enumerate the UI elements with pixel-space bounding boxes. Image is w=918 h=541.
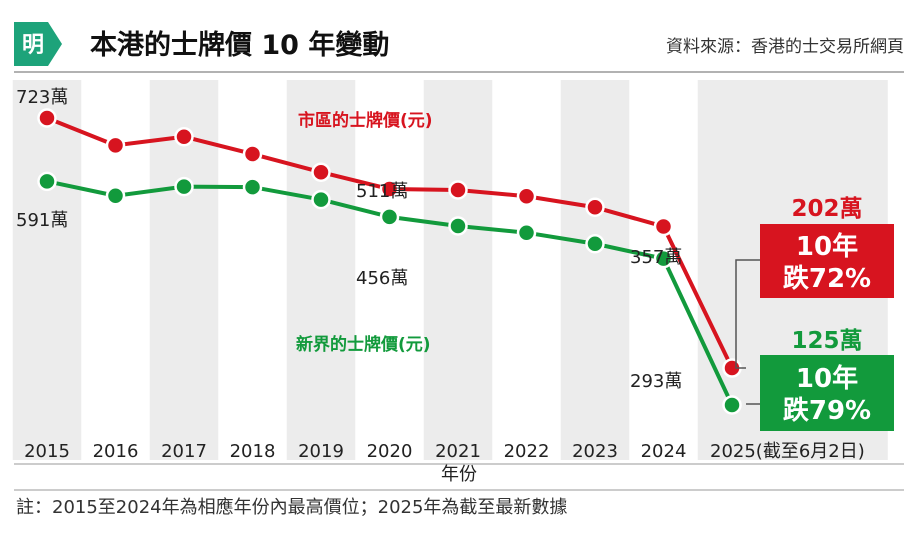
x-tick-1: 2016 [93,441,139,462]
callout-urban: 202萬 10年 跌72% [735,196,894,369]
series-label-urban: 市區的士牌價(元) [298,110,433,131]
x-tick-2: 2017 [161,441,207,462]
value-labels: 723萬 591萬 511萬 456萬 357萬 293萬 [16,87,682,392]
series-0-point-4 [311,162,331,182]
logo-icon [14,22,62,66]
x-tick-8: 2023 [572,441,618,462]
x-tick-10: 2025(截至6月2日) [710,441,865,462]
series-0-point-2 [174,126,194,147]
x-tick-3: 2018 [230,441,276,462]
series-0-point-8 [585,197,605,218]
series-0-point-6 [448,180,468,200]
x-tick-7: 2022 [504,441,550,462]
series-0-point-0 [37,108,57,128]
series-0-point-5 [379,179,400,199]
callout-nt: 125萬 10年 跌79% [746,328,894,431]
series-1-point-8 [585,233,605,254]
series-0-point-9 [653,216,674,237]
label-nt-2015: 591萬 [16,210,68,231]
page-title: 本港的士牌價 10 年變動 [90,29,389,61]
callout-nt-line2: 跌79% [783,396,871,426]
label-nt-2024: 293萬 [630,371,682,392]
band-6 [423,80,493,460]
series-0-point-7 [516,186,537,206]
header: 明 本港的士牌價 10 年變動 資料來源：香港的士交易所網頁 [14,22,904,73]
label-nt-2020: 456萬 [356,268,408,289]
series-1-point-1 [105,185,126,206]
series-layer [37,108,742,415]
x-tick-4: 2019 [298,441,344,462]
series-1-point-4 [311,189,331,210]
series-1-point-6 [448,216,468,236]
x-tick-labels: 2015 2016 2017 2018 2019 2020 2021 2022 2023 2024… [24,441,865,462]
series-0-point-3 [242,144,263,164]
callout-nt-value: 125萬 [791,328,862,354]
x-tick-5: 2020 [367,441,413,462]
series-1-point-0 [37,171,57,192]
series-1-point-7 [516,222,537,243]
series-1-point-9 [653,248,674,269]
label-urban-2024: 357萬 [630,247,682,268]
callout-urban-line2: 跌72% [783,264,871,294]
callout-urban-line1: 10年 [796,231,858,262]
series-1-point-10 [722,395,742,415]
label-urban-2015: 723萬 [16,87,68,108]
series-0-point-1 [105,135,126,156]
series-1-point-3 [242,177,263,197]
callout-urban-value: 202萬 [791,196,862,222]
x-axis: 2015 2016 2017 2018 2019 2020 2021 2022 2023 2024… [14,441,904,485]
series-1-point-2 [174,176,194,197]
callout-nt-line1: 10年 [796,363,858,394]
label-urban-2020: 511萬 [356,181,408,202]
series-label-nt: 新界的士牌價(元) [296,334,431,355]
band-4 [286,80,356,460]
footnote: 註：2015至2024年為相應年份內最高價位；2025年為截至最新數據 [16,496,567,518]
callout-urban-box [760,224,894,298]
background-bands [12,80,888,460]
x-tick-9: 2024 [641,441,687,462]
series-1-point-5 [379,207,400,227]
band-8 [560,80,630,460]
x-tick-0: 2015 [24,441,70,462]
callout-urban-connector [735,259,760,369]
callout-nt-box [760,355,894,431]
logo-char: 明 [22,33,44,58]
x-axis-label: 年份 [441,464,477,485]
band-0 [12,80,82,460]
x-tick-6: 2021 [435,441,481,462]
source-note: 資料來源：香港的士交易所網頁 [666,37,904,57]
